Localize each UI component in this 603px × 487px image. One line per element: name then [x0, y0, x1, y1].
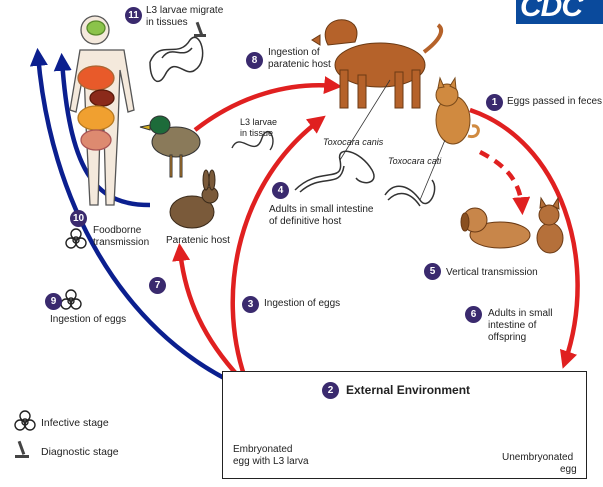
arrow-to-paratenic-host: [172, 242, 242, 380]
label-unembryonated-1: Unembryonated: [502, 452, 574, 463]
legend-infective-stage: Infective stage: [41, 417, 109, 429]
step-badge-7: 7: [149, 277, 166, 294]
label-embryonated-2: egg with L3 larva: [233, 456, 309, 467]
step-label-5: Vertical transmission: [446, 267, 538, 278]
step-label-1: Eggs passed in feces: [507, 96, 603, 107]
step-label-10b: transmission: [93, 237, 150, 248]
label-toxocara-cati: Toxocara cati: [388, 156, 442, 166]
microscope-icon-diagnostic-11: [194, 21, 206, 37]
biohazard-icon-step-10: [65, 228, 87, 249]
step-label-6a: Adults in small: [488, 308, 553, 319]
label-embryonated-1: Embryonated: [233, 444, 293, 455]
step-badge-1: 1: [486, 94, 503, 111]
duck-illustration: [139, 115, 201, 178]
label-paratenic-host: Paratenic host: [166, 235, 230, 246]
step-badge-6: 6: [465, 306, 482, 323]
biohazard-icon-legend: [14, 410, 36, 431]
cdc-logo: CDC: [516, 0, 603, 24]
l3-larva-tissue-illustration: [231, 131, 274, 151]
step-badge-2: 2: [322, 382, 339, 399]
kitten-illustration: [536, 196, 564, 254]
step-label-4a: Adults in small intestine: [269, 204, 374, 215]
dog-illustration: [311, 19, 444, 109]
step-badge-11: 11: [125, 7, 142, 24]
arrow-feces-to-environment: [469, 107, 580, 369]
l3-larvae-illustration: [149, 36, 204, 83]
arrow-vertical-transmission: [478, 150, 531, 216]
step-label-6c: offspring: [488, 332, 527, 343]
step-badge-9: 9: [45, 293, 62, 310]
step-label-6b: intestine of: [488, 320, 537, 331]
adult-worm-canis-illustration: [294, 150, 375, 193]
step-badge-4: 4: [272, 182, 289, 199]
label-toxocara-canis: Toxocara canis: [323, 137, 384, 147]
arrow-ingestion-of-eggs: [230, 115, 326, 379]
puppy-illustration: [460, 207, 531, 249]
step-label-4b: of definitive host: [269, 216, 342, 227]
step-label-3: Ingestion of eggs: [264, 298, 341, 309]
label-l3-in-tissue-1: L3 larvae: [240, 117, 278, 127]
arrow-human-ingestion-of-eggs: [29, 47, 239, 388]
step-label-11b: in tissues: [146, 17, 188, 28]
step-badge-5: 5: [424, 263, 441, 280]
step-badge-10: 10: [70, 210, 87, 227]
legend-diagnostic-stage: Diagnostic stage: [41, 446, 119, 458]
step-label-8a: Ingestion of: [268, 47, 320, 58]
external-environment-box: [222, 371, 587, 479]
human-figure-illustration: [69, 15, 135, 206]
cdc-logo-text: CDC: [520, 0, 583, 23]
step-label-2: External Environment: [346, 383, 471, 397]
arrow-ingestion-of-paratenic-host: [193, 76, 343, 132]
biohazard-icon-step-9: [60, 289, 82, 310]
step-badge-3: 3: [242, 296, 259, 313]
label-unembryonated-2: egg: [560, 464, 577, 475]
microscope-icon-legend: [15, 440, 29, 458]
rabbit-illustration: [169, 169, 219, 229]
adult-worm-cati-illustration: [384, 179, 436, 207]
step-label-8b: paratenic host: [268, 59, 331, 70]
step-label-9: Ingestion of eggs: [50, 314, 127, 325]
step-label-11a: L3 larvae migrate: [146, 5, 224, 16]
cat-illustration: [435, 76, 480, 145]
step-label-10a: Foodborne: [93, 225, 142, 236]
label-l3-in-tissue-2: in tissue: [240, 128, 274, 138]
step-badge-8: 8: [246, 52, 263, 69]
